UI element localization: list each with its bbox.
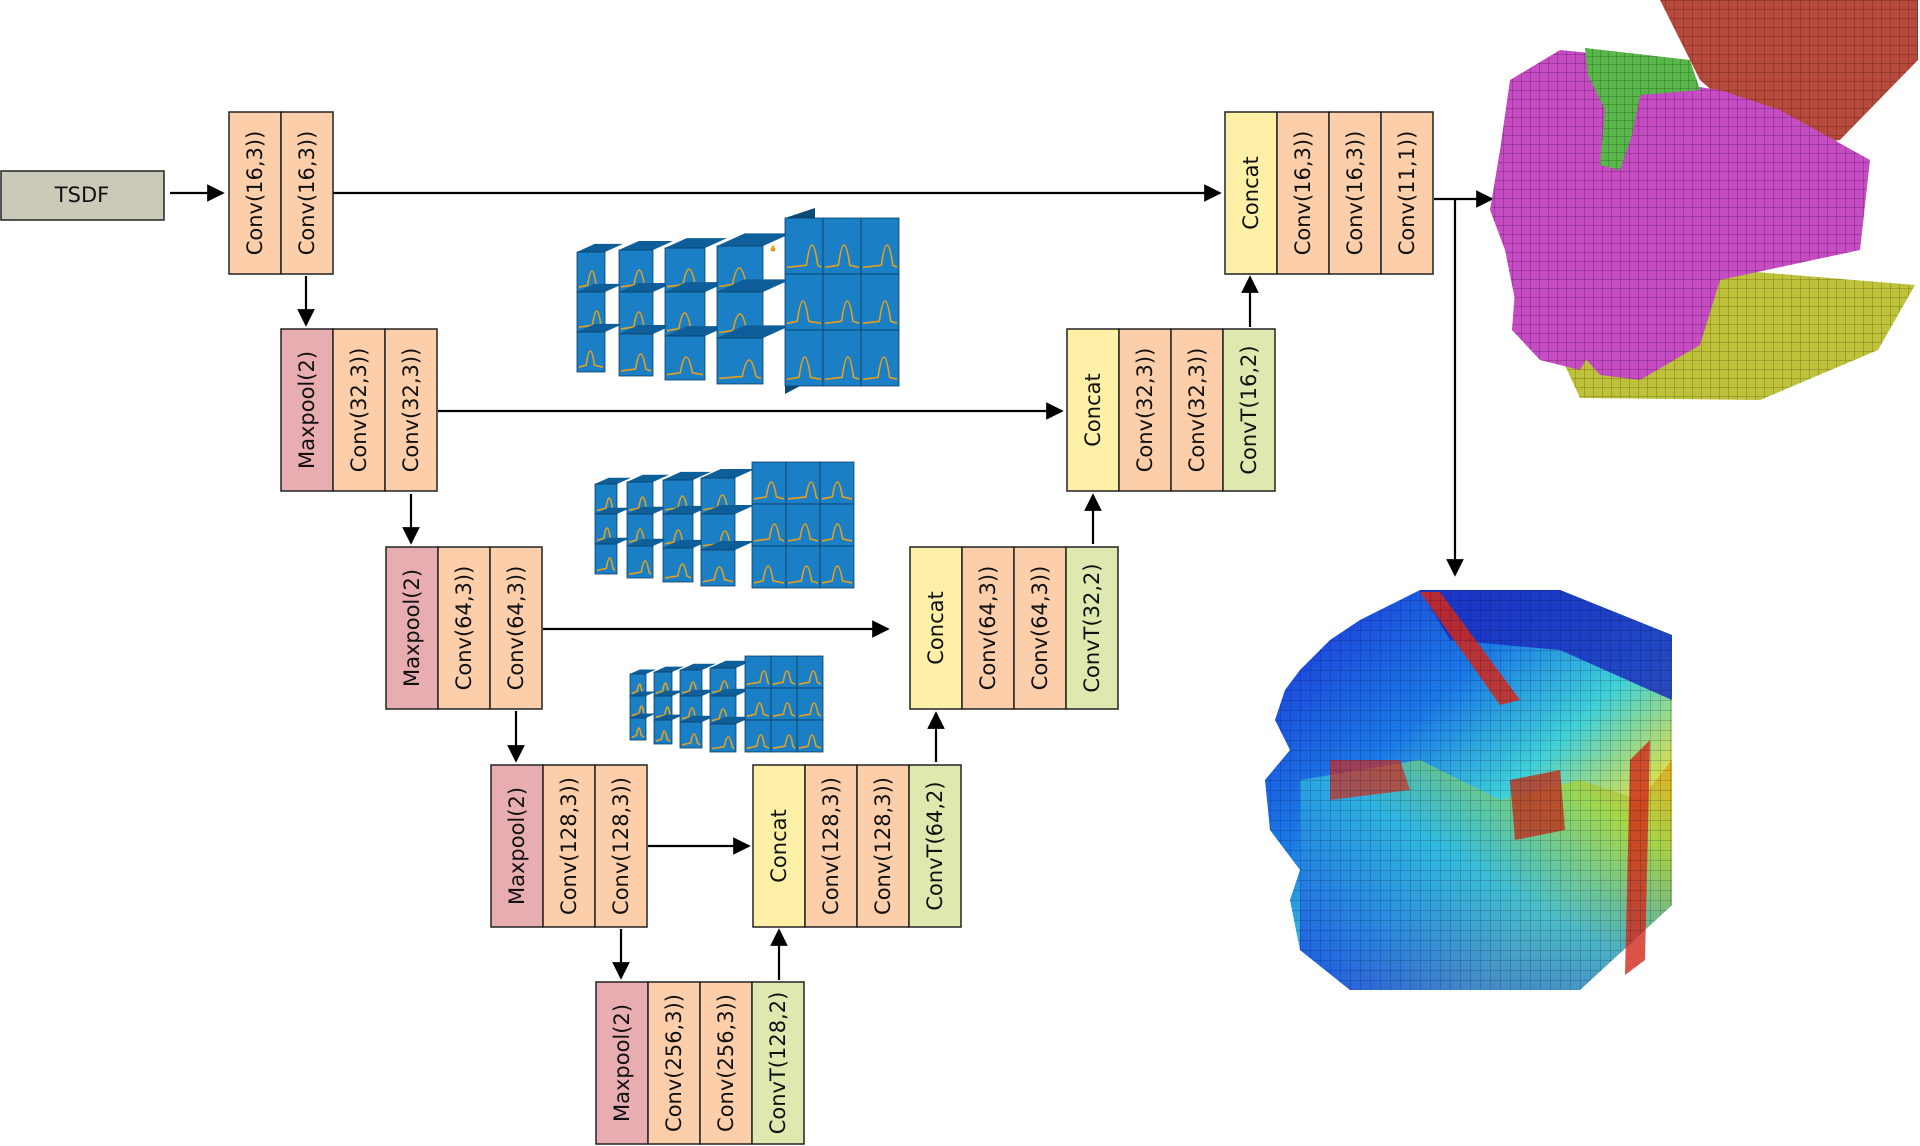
feature-cube — [745, 656, 771, 688]
encoder-level4-group: Maxpool(2) Conv(128,3)) Conv(128,3)) — [491, 765, 647, 927]
feature-cube — [785, 330, 823, 386]
layer-label: Conv(64,3)) — [976, 566, 1000, 691]
decoder-level2-group: Concat Conv(32,3)) Conv(32,3)) ConvT(16,2) — [1067, 329, 1275, 491]
feature-cube — [595, 538, 631, 574]
feature-cube — [820, 504, 854, 546]
layer-label: ConvT(32,2) — [1080, 563, 1104, 692]
layer-label: Concat — [1239, 156, 1263, 229]
layer-label: ConvT(64,2) — [923, 781, 947, 910]
feature-cube — [701, 541, 755, 586]
heatmap-output-render — [1265, 590, 1672, 990]
layer-label: Conv(128,3)) — [819, 777, 843, 915]
input-node: TSDF — [1, 171, 164, 220]
layer-label: Maxpool(2) — [400, 569, 424, 687]
layer-label: Conv(128,3)) — [871, 777, 895, 915]
feature-cube — [752, 546, 786, 588]
feature-cube — [785, 274, 823, 330]
feature-cube — [752, 504, 786, 546]
encoder-level2-group: Maxpool(2) Conv(32,3)) Conv(32,3)) — [281, 329, 437, 491]
feature-cube — [771, 688, 797, 720]
semantic-output-render — [1490, 0, 1918, 400]
decoder-level4-group: Concat Conv(128,3)) Conv(128,3)) ConvT(64,2… — [753, 765, 961, 927]
layer-label: Conv(128,3)) — [609, 777, 633, 915]
decoder-level3-group: Concat Conv(64,3)) Conv(64,3)) ConvT(32,2) — [910, 547, 1118, 709]
layer-label: Conv(16,3)) — [1291, 131, 1315, 256]
layer-label: Maxpool(2) — [295, 351, 319, 469]
layer-label: Conv(16,3)) — [295, 131, 319, 256]
layer-label: Conv(32,3)) — [1133, 348, 1157, 473]
feature-cube — [797, 656, 823, 688]
feature-cube — [786, 504, 820, 546]
encoder-level1-group: Conv(16,3)) Conv(16,3)) — [229, 112, 333, 274]
layer-label: Conv(16,3)) — [1343, 131, 1367, 256]
layer-label: Conv(32,3)) — [347, 348, 371, 473]
layer-label: Concat — [924, 591, 948, 664]
layer-label: Conv(128,3)) — [557, 777, 581, 915]
feature-cube — [861, 330, 899, 386]
layer-label: Conv(64,3)) — [452, 566, 476, 691]
feature-cube — [797, 688, 823, 720]
feature-map-cubes — [577, 208, 899, 752]
feature-cube — [577, 324, 623, 372]
layer-label: Conv(64,3)) — [1028, 566, 1052, 691]
encoder-bottleneck-group: Maxpool(2) Conv(256,3)) Conv(256,3)) ConvT(… — [596, 982, 804, 1144]
feature-cube — [786, 462, 820, 504]
input-label: TSDF — [54, 183, 109, 207]
feature-cube — [823, 330, 861, 386]
layer-label: Conv(11,1)) — [1395, 131, 1419, 256]
encoder-level3-group: Maxpool(2) Conv(64,3)) Conv(64,3)) — [386, 547, 542, 709]
feature-cube — [861, 218, 899, 274]
feature-cube — [823, 218, 861, 274]
layer-label: Conv(32,3)) — [399, 348, 423, 473]
layer-label: Maxpool(2) — [610, 1004, 634, 1122]
layer-label: Conv(256,3)) — [662, 994, 686, 1132]
feature-cube — [786, 546, 820, 588]
feature-cube — [771, 656, 797, 688]
layer-label: Maxpool(2) — [505, 787, 529, 905]
feature-cube — [861, 274, 899, 330]
feature-cube — [717, 325, 791, 384]
feature-cube — [630, 714, 656, 741]
layer-label: Conv(64,3)) — [504, 566, 528, 691]
feature-cube — [752, 462, 786, 504]
feature-cube — [771, 249, 775, 251]
feature-cube — [820, 546, 854, 588]
layer-label: Concat — [1081, 373, 1105, 446]
layer-label: Concat — [767, 809, 791, 882]
feature-cube — [654, 715, 684, 744]
feature-cube — [820, 462, 854, 504]
feature-cube — [785, 218, 823, 274]
feature-cube — [823, 274, 861, 330]
feature-cube — [771, 720, 797, 752]
feature-cube — [797, 720, 823, 752]
decoder-level1-group: Concat Conv(16,3)) Conv(16,3)) Conv(11,1)) — [1225, 112, 1433, 274]
feature-cube — [745, 688, 771, 720]
layer-label: Conv(32,3)) — [1185, 348, 1209, 473]
layer-label: Conv(256,3)) — [714, 994, 738, 1132]
feature-cube — [745, 720, 771, 752]
layer-label: ConvT(128,2) — [766, 992, 790, 1135]
layer-label: Conv(16,3)) — [243, 131, 267, 256]
layer-label: ConvT(16,2) — [1237, 345, 1261, 474]
